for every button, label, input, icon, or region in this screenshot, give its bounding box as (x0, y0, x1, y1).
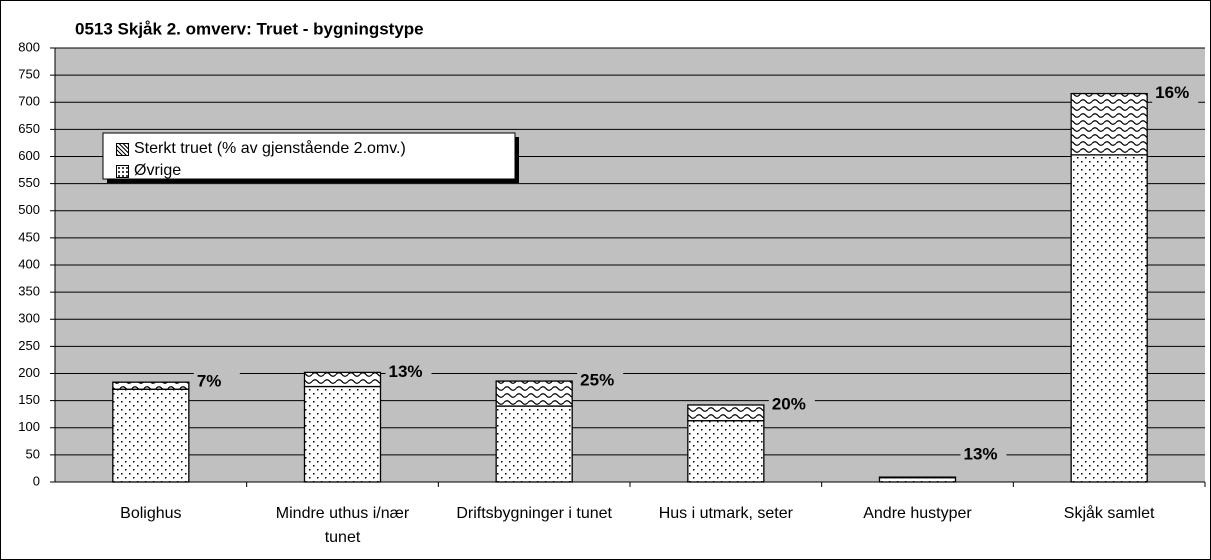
annotation: 13% (964, 444, 998, 463)
x-tick-label: Driftsbygninger i tunet (456, 505, 612, 522)
x-tick-label: Hus i utmark, seter (658, 505, 793, 522)
annotation-bg (577, 370, 624, 393)
annotation: 16% (1155, 83, 1189, 102)
y-tick-label: 750 (18, 67, 40, 82)
x-tick-label: Skjåk samlet (1063, 505, 1155, 522)
y-tick-label: 0 (33, 473, 40, 488)
x-tick-label: Mindre uthus i/nær tunet (275, 505, 410, 546)
legend-box (102, 132, 516, 180)
legend-label: Sterkt truet (% av gjenstående 2.omv.) (134, 140, 406, 157)
annotation: 13% (389, 362, 423, 381)
chart-title: 0513 Skjåk 2. omverv: Truet - bygningsty… (75, 19, 424, 38)
bar-segment (112, 388, 190, 483)
y-tick-label: 650 (18, 121, 40, 136)
bar-segment (303, 385, 382, 483)
y-tick-label: 400 (18, 256, 40, 271)
legend-item: Øvrige (116, 162, 181, 180)
y-tick-label: 450 (18, 229, 40, 244)
y-tick-label: 50 (26, 446, 40, 461)
y-tick-label: 700 (18, 94, 40, 109)
bar-segment (687, 420, 765, 483)
y-tick-label: 800 (18, 39, 40, 54)
y-tick-label: 550 (18, 175, 40, 190)
legend-label: Øvrige (134, 162, 182, 179)
annotation-bg (385, 361, 432, 384)
bar-segment (687, 404, 765, 422)
annotation-bg (1152, 82, 1199, 105)
bar-segment (1070, 154, 1148, 483)
bar-segment (303, 371, 382, 388)
annotation: 25% (580, 371, 614, 390)
annotation: 7% (197, 372, 222, 391)
x-tick-label: Andre hustyper (863, 505, 972, 522)
y-tick-label: 100 (18, 419, 40, 434)
y-tick-label: 150 (18, 392, 40, 407)
bar-segment (878, 477, 957, 483)
bar-segment (495, 405, 573, 483)
y-tick-label: 300 (18, 311, 40, 326)
y-tick-label: 350 (18, 284, 40, 299)
x-tick-label: Bolighus (120, 505, 182, 522)
legend-item: Sterkt truet (% av gjenstående 2.omv.) (116, 140, 406, 158)
y-tick-label: 250 (18, 338, 40, 353)
bar-segment (112, 381, 190, 390)
y-tick-label: 500 (18, 202, 40, 217)
bar-segment (1070, 92, 1148, 156)
bar-segment (495, 380, 573, 407)
bar-segment (878, 476, 957, 479)
annotation-bg (960, 444, 1007, 466)
y-tick-label: 600 (18, 148, 40, 163)
y-tick-label: 200 (18, 365, 40, 380)
legend-swatch (116, 142, 129, 156)
annotation-bg (768, 393, 815, 416)
annotation-bg (193, 371, 240, 394)
annotation: 20% (772, 394, 806, 413)
legend-swatch (116, 164, 129, 178)
